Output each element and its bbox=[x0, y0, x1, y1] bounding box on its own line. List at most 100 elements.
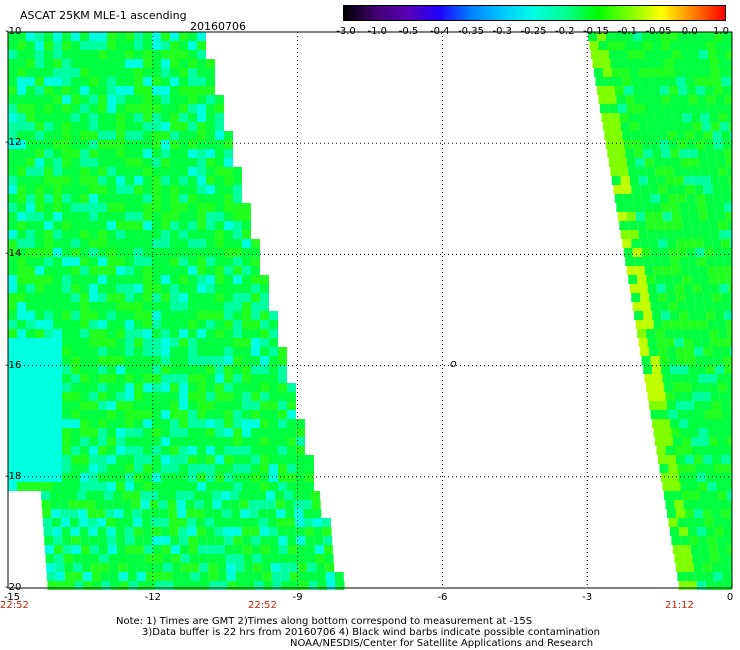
swath-cell bbox=[44, 41, 53, 50]
swath-cell bbox=[617, 212, 627, 221]
swath-cell bbox=[650, 140, 660, 149]
swath-cell bbox=[181, 572, 191, 581]
swath-cell bbox=[44, 338, 53, 347]
swath-cell bbox=[17, 482, 26, 491]
swath-cell bbox=[662, 320, 672, 329]
swath-cell bbox=[98, 365, 107, 374]
swath-cell bbox=[80, 113, 89, 122]
swath-cell bbox=[89, 257, 98, 266]
swath-cell bbox=[152, 86, 161, 95]
swath-cell bbox=[716, 50, 726, 59]
swath-cell bbox=[215, 545, 225, 554]
swath-cell bbox=[698, 482, 708, 491]
swath-cell bbox=[143, 338, 152, 347]
swath-cell bbox=[280, 572, 290, 581]
swath-cell bbox=[685, 347, 695, 356]
swath-cell bbox=[17, 77, 26, 86]
swath-cell bbox=[659, 86, 669, 95]
swath-cell bbox=[44, 32, 53, 41]
swath-cell bbox=[224, 473, 233, 482]
swath-cell bbox=[694, 293, 704, 302]
swath-cell bbox=[98, 221, 107, 230]
swath-cell bbox=[44, 266, 53, 275]
swath-cell bbox=[647, 338, 657, 347]
swath-cell bbox=[107, 203, 116, 212]
swath-cell bbox=[152, 410, 161, 419]
swath-cell bbox=[668, 194, 678, 203]
swath-cell bbox=[26, 221, 35, 230]
swath-cell bbox=[706, 419, 716, 428]
swath-cell bbox=[298, 572, 308, 581]
swath-cell bbox=[179, 257, 188, 266]
swath-cell bbox=[722, 518, 732, 527]
swath-cell bbox=[107, 32, 116, 41]
swath-cell bbox=[661, 257, 671, 266]
swath-cell bbox=[74, 581, 84, 590]
swath-cell bbox=[696, 473, 706, 482]
swath-cell bbox=[676, 239, 686, 248]
swath-cell bbox=[275, 500, 285, 509]
swath-cell bbox=[272, 581, 282, 590]
swath-cell bbox=[683, 284, 693, 293]
swath-cell bbox=[98, 410, 107, 419]
swath-cell bbox=[152, 329, 161, 338]
swath-cell bbox=[152, 320, 161, 329]
swath-cell bbox=[667, 131, 677, 140]
swath-cell bbox=[35, 104, 44, 113]
swath-cell bbox=[677, 86, 687, 95]
swath-cell bbox=[135, 554, 145, 563]
swath-cell bbox=[278, 437, 287, 446]
swath-cell bbox=[206, 194, 215, 203]
swath-cell bbox=[242, 446, 251, 455]
swath-cell bbox=[107, 374, 116, 383]
swath-cell bbox=[170, 482, 179, 491]
swath-cell bbox=[143, 68, 152, 77]
swath-cell bbox=[44, 104, 53, 113]
swath-cell bbox=[714, 527, 724, 536]
swath-cell bbox=[683, 122, 693, 131]
swath-cell bbox=[152, 95, 161, 104]
swath-cell bbox=[191, 581, 201, 590]
swath-cell bbox=[724, 203, 732, 212]
swath-cell bbox=[251, 239, 260, 248]
swath-cell bbox=[242, 203, 251, 212]
swath-cell bbox=[710, 500, 720, 509]
swath-cell bbox=[26, 392, 35, 401]
swath-cell bbox=[672, 491, 682, 500]
swath-cell bbox=[116, 266, 125, 275]
swath-cell bbox=[649, 239, 659, 248]
swath-cell bbox=[35, 338, 44, 347]
swath-cell bbox=[188, 86, 197, 95]
swath-cell bbox=[107, 473, 116, 482]
swath-cell bbox=[80, 95, 89, 104]
swath-cell bbox=[629, 122, 639, 131]
swath-cell bbox=[98, 50, 107, 59]
swath-cell bbox=[35, 95, 44, 104]
swath-cell bbox=[637, 221, 647, 230]
swath-cell bbox=[8, 401, 17, 410]
swath-cell bbox=[722, 194, 732, 203]
swath-cell bbox=[659, 410, 669, 419]
swath-cell bbox=[278, 446, 287, 455]
swath-cell bbox=[179, 311, 188, 320]
swath-cell bbox=[44, 302, 53, 311]
swath-cell bbox=[170, 437, 179, 446]
swath-cell bbox=[656, 176, 666, 185]
swath-cell bbox=[325, 572, 335, 581]
swath-cell bbox=[44, 212, 53, 221]
swath-cell bbox=[143, 419, 152, 428]
swath-cell bbox=[242, 473, 251, 482]
swath-cell bbox=[684, 509, 694, 518]
swath-cell bbox=[278, 464, 287, 473]
swath-cell bbox=[26, 104, 35, 113]
swath-cell bbox=[17, 176, 26, 185]
swath-cell bbox=[35, 284, 44, 293]
swath-cell bbox=[286, 527, 296, 536]
swath-cell bbox=[698, 266, 708, 275]
swath-cell bbox=[131, 500, 141, 509]
swath-cell bbox=[705, 32, 714, 41]
swath-cell bbox=[55, 572, 65, 581]
swath-cell bbox=[681, 491, 691, 500]
swath-cell bbox=[161, 257, 170, 266]
swath-cell bbox=[161, 131, 170, 140]
